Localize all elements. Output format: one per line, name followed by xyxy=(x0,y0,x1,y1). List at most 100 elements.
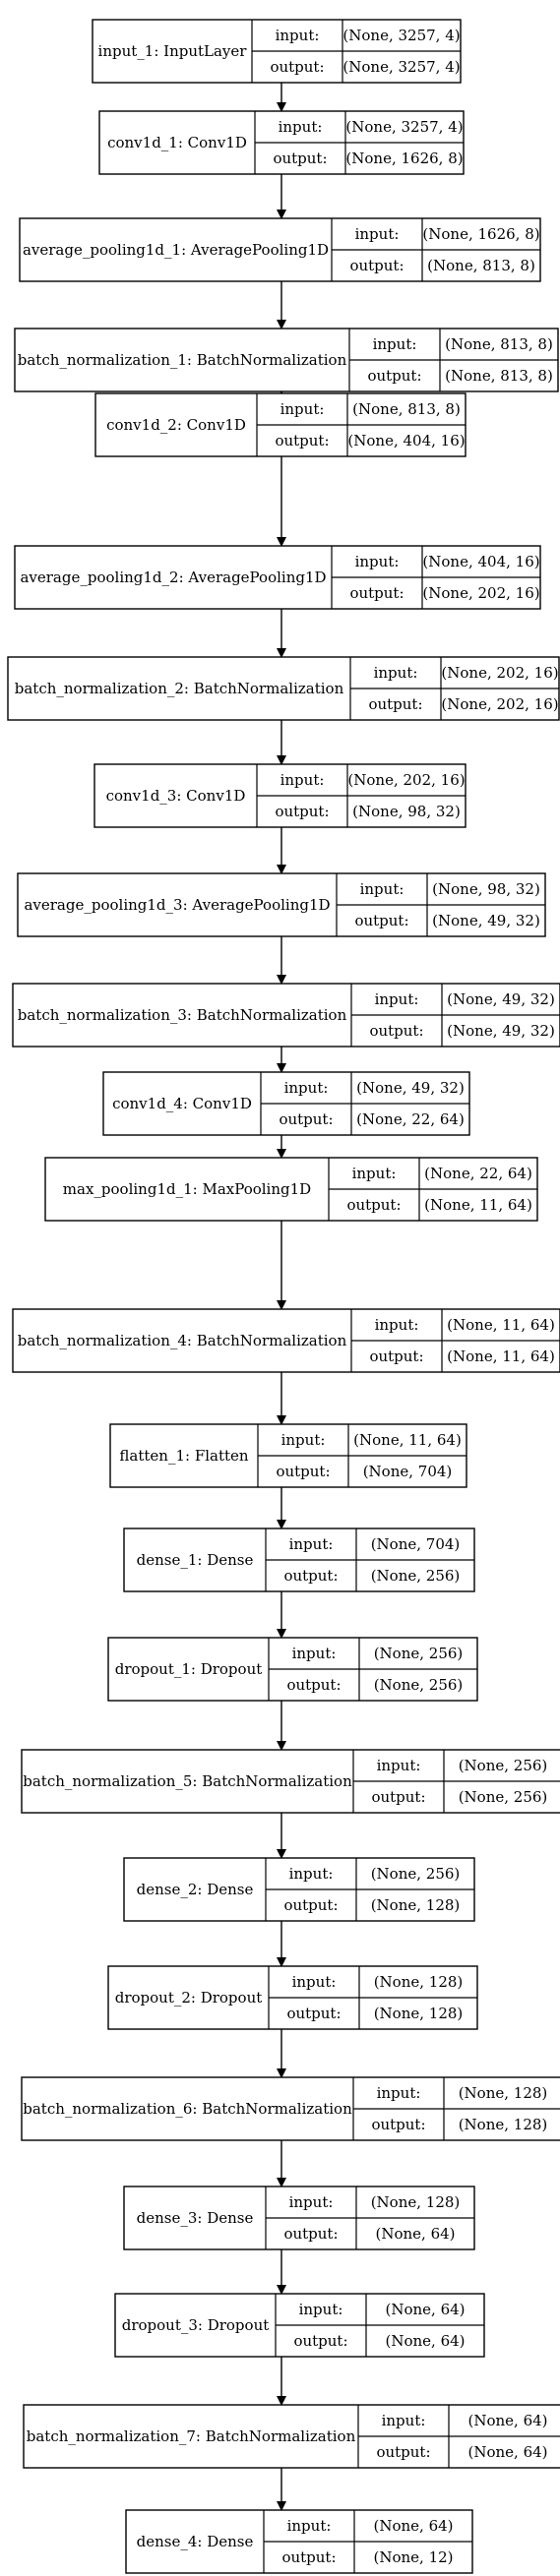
layer-name: max_pooling1d_1: MaxPooling1D xyxy=(63,1180,311,1198)
layer-name: batch_normalization_2: BatchNormalizatio… xyxy=(15,680,344,697)
output-label: output: xyxy=(367,367,421,385)
layer-name: dropout_2: Dropout xyxy=(115,1989,263,2007)
input-shape: (None, 11, 64) xyxy=(353,1431,462,1449)
input-label: input: xyxy=(377,2084,421,2102)
output-label: output: xyxy=(273,150,327,167)
layer-name: dense_3: Dense xyxy=(137,2209,254,2227)
layer-node: max_pooling1d_1: MaxPooling1D input: outpu… xyxy=(44,1157,538,1222)
layer-node: dense_1: Dense input: output: (None, 704) (N… xyxy=(123,1528,475,1592)
layer-name: batch_normalization_6: BatchNormalizatio… xyxy=(23,2100,352,2118)
input-label: input: xyxy=(289,1865,334,1883)
input-label: input: xyxy=(355,225,400,243)
layer-node: input_1: InputLayer input: output: (None, 3… xyxy=(92,19,462,84)
input-shape: (None, 64) xyxy=(385,2301,465,2318)
input-shape: (None, 64) xyxy=(467,2412,547,2429)
input-label: input: xyxy=(276,27,320,44)
layer-node: dropout_2: Dropout input: output: (None, 12… xyxy=(107,1965,478,2030)
input-shape: (None, 22, 64) xyxy=(424,1165,532,1182)
layer-name: batch_normalization_4: BatchNormalizatio… xyxy=(18,1332,347,1349)
output-shape: (None, 3257, 4) xyxy=(342,58,460,76)
output-shape: (None, 64) xyxy=(467,2443,547,2461)
input-label: input: xyxy=(284,1079,329,1097)
output-shape: (None, 202, 16) xyxy=(441,695,558,713)
input-shape: (None, 704) xyxy=(371,1535,461,1553)
input-label: input: xyxy=(292,1973,337,1991)
output-shape: (None, 202, 16) xyxy=(422,584,539,602)
layer-name: batch_normalization_5: BatchNormalizatio… xyxy=(23,1772,352,1790)
layer-name: dense_2: Dense xyxy=(137,1881,254,1898)
input-label: input: xyxy=(287,2517,332,2535)
output-label: output: xyxy=(286,1676,341,1694)
output-label: output: xyxy=(368,695,422,713)
layer-node: batch_normalization_2: BatchNormalizatio… xyxy=(7,656,560,721)
output-shape: (None, 22, 64) xyxy=(356,1110,465,1128)
output-shape: (None, 1626, 8) xyxy=(345,150,463,167)
input-shape: (None, 11, 64) xyxy=(447,1316,555,1334)
input-shape: (None, 404, 16) xyxy=(422,553,539,570)
layer-node: conv1d_1: Conv1D input: output: (None, 3257… xyxy=(98,110,465,175)
layer-name: average_pooling1d_3: AveragePooling1D xyxy=(24,896,330,914)
input-shape: (None, 98, 32) xyxy=(432,880,540,898)
input-shape: (None, 128) xyxy=(374,1973,464,1991)
input-label: input: xyxy=(375,990,419,1008)
input-label: input: xyxy=(281,1431,326,1449)
output-label: output: xyxy=(354,912,408,929)
layer-name: dense_4: Dense xyxy=(137,2533,254,2550)
output-label: output: xyxy=(275,803,329,820)
layer-node: dense_2: Dense input: output: (None, 256) (N… xyxy=(123,1857,475,1922)
input-shape: (None, 202, 16) xyxy=(347,771,465,789)
input-label: input: xyxy=(280,771,325,789)
layer-name: conv1d_4: Conv1D xyxy=(112,1095,252,1112)
layer-node: batch_normalization_5: BatchNormalizatio… xyxy=(21,1749,560,1814)
input-label: input: xyxy=(355,553,400,570)
input-shape: (None, 256) xyxy=(459,1757,548,1774)
input-label: input: xyxy=(279,118,323,136)
input-shape: (None, 202, 16) xyxy=(441,664,558,682)
output-label: output: xyxy=(286,2005,341,2022)
input-label: input: xyxy=(289,1535,334,1553)
input-label: input: xyxy=(374,664,418,682)
input-label: input: xyxy=(377,1757,421,1774)
output-label: output: xyxy=(371,1788,425,1806)
output-label: output: xyxy=(349,257,404,274)
input-label: input: xyxy=(382,2412,426,2429)
layer-node: flatten_1: Flatten input: output: (None, 11… xyxy=(109,1423,467,1488)
input-shape: (None, 64) xyxy=(373,2517,453,2535)
layer-node: dropout_3: Dropout input: output: (None, 64… xyxy=(114,2293,485,2358)
input-label: input: xyxy=(373,335,417,353)
output-label: output: xyxy=(283,2225,338,2243)
layer-node: dropout_1: Dropout input: output: (None, 25… xyxy=(107,1637,478,1702)
layer-node: batch_normalization_1: BatchNormalizatio… xyxy=(14,328,559,392)
layer-node: average_pooling1d_1: AveragePooling1D inp… xyxy=(19,217,541,282)
input-shape: (None, 49, 32) xyxy=(447,990,555,1008)
input-shape: (None, 813, 8) xyxy=(445,335,553,353)
layer-node: dense_3: Dense input: output: (None, 128) (N… xyxy=(123,2186,475,2250)
output-label: output: xyxy=(293,2332,347,2350)
input-shape: (None, 1626, 8) xyxy=(422,225,539,243)
layer-node: dense_4: Dense input: output: (None, 64) (No… xyxy=(125,2509,473,2574)
layer-name: input_1: InputLayer xyxy=(98,42,248,60)
nodes: input_1: InputLayer input: output: (None, 3… xyxy=(7,19,560,2574)
layer-node: conv1d_4: Conv1D input: output: (None, 49, … xyxy=(102,1071,470,1136)
layer-name: average_pooling1d_2: AveragePooling1D xyxy=(20,569,326,586)
input-label: input: xyxy=(280,400,325,418)
output-label: output: xyxy=(279,1110,333,1128)
output-shape: (None, 813, 8) xyxy=(427,257,535,274)
output-label: output: xyxy=(349,584,404,602)
output-label: output: xyxy=(283,1896,338,1914)
layer-node: conv1d_3: Conv1D input: output: (None, 202,… xyxy=(93,763,467,828)
input-shape: (None, 256) xyxy=(374,1645,464,1662)
layer-name: dense_1: Dense xyxy=(137,1551,254,1569)
output-shape: (None, 49, 32) xyxy=(447,1022,555,1040)
layer-node: batch_normalization_4: BatchNormalizatio… xyxy=(12,1308,560,1373)
output-label: output: xyxy=(276,1463,330,1480)
layer-name: dropout_1: Dropout xyxy=(115,1660,263,1678)
input-label: input: xyxy=(375,1316,419,1334)
output-label: output: xyxy=(283,1567,338,1585)
output-shape: (None, 256) xyxy=(371,1567,461,1585)
layer-name: batch_normalization_3: BatchNormalizatio… xyxy=(18,1006,347,1024)
layer-name: conv1d_3: Conv1D xyxy=(106,787,246,805)
output-shape: (None, 49, 32) xyxy=(432,912,540,929)
input-shape: (None, 256) xyxy=(371,1865,461,1883)
